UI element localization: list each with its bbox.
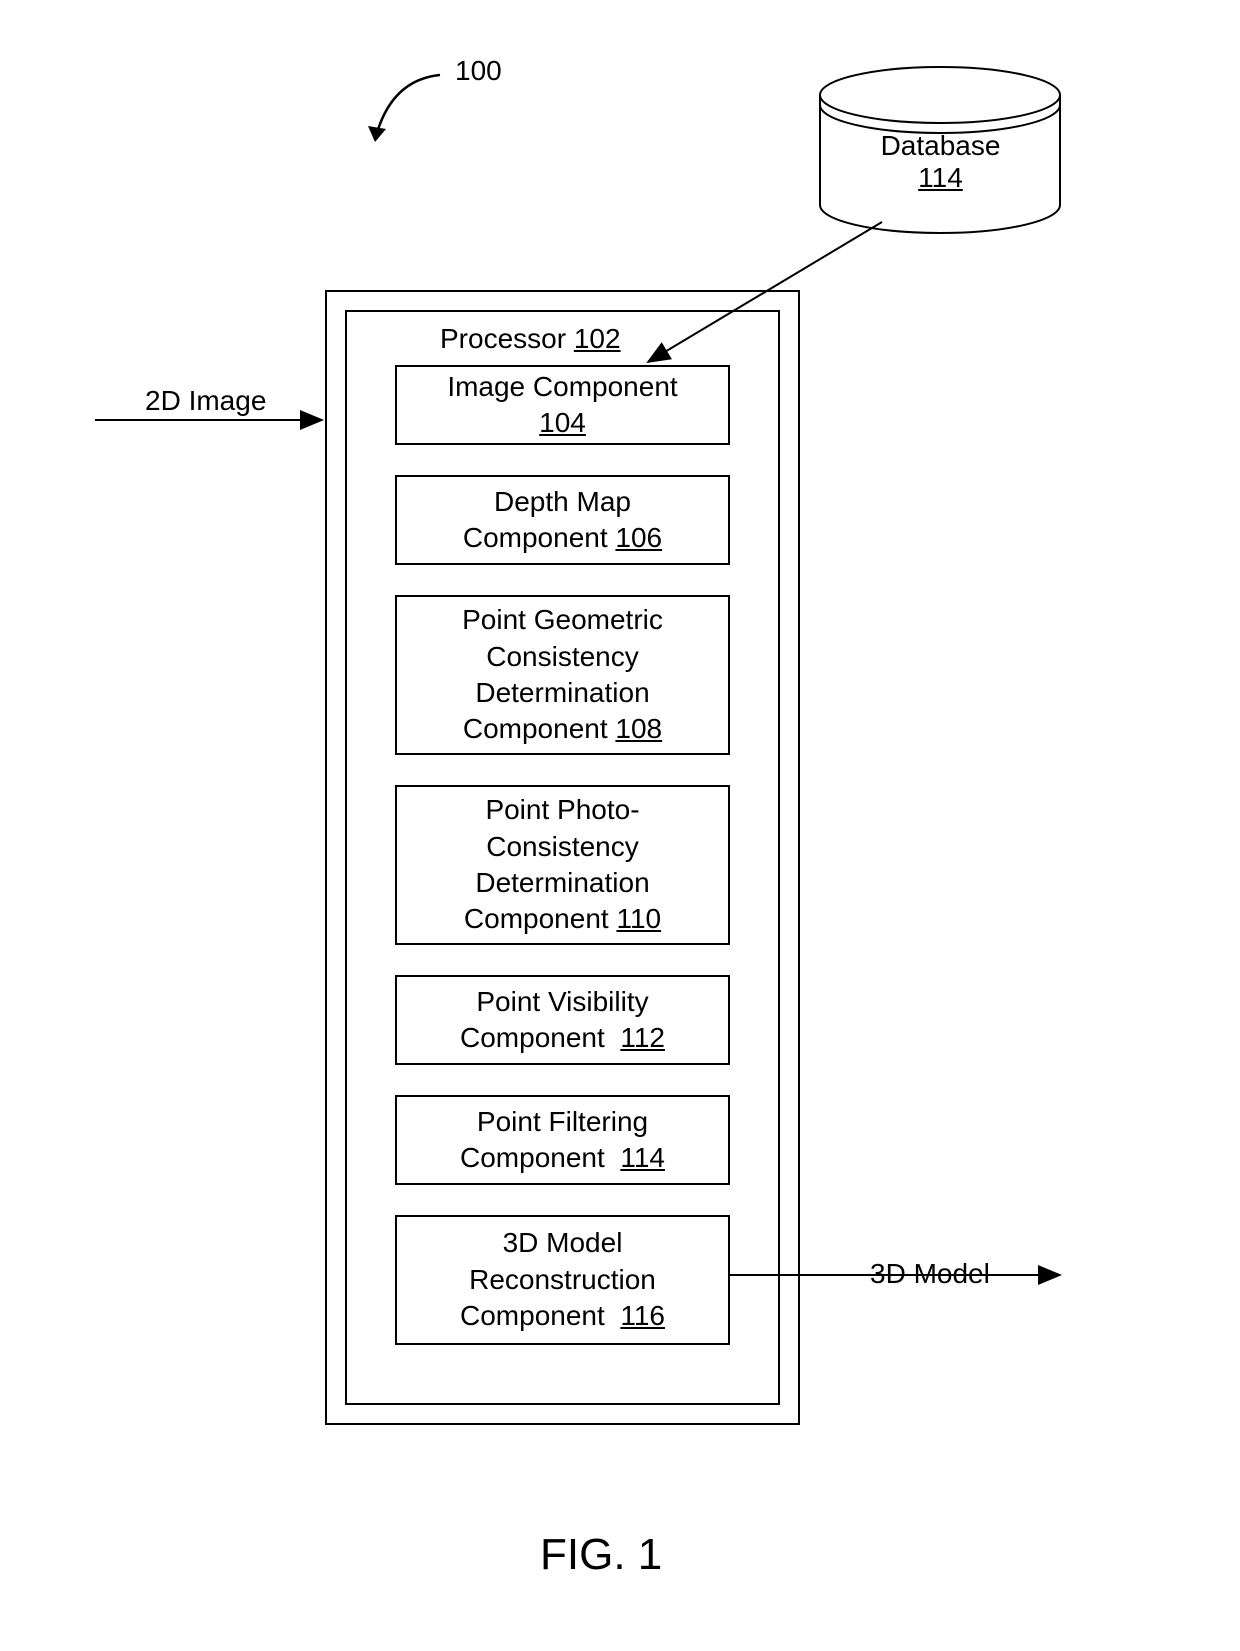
point-filtering-component-box: Point Filtering Component 114	[395, 1095, 730, 1185]
geometric-consistency-component-box: Point Geometric Consistency Determinatio…	[395, 595, 730, 755]
processor-label: Processor 102	[440, 323, 621, 355]
depth-map-component-box: Depth Map Component 106	[395, 475, 730, 565]
photo-consistency-component-box: Point Photo- Consistency Determination C…	[395, 785, 730, 945]
image-component-box: Image Component 104	[395, 365, 730, 445]
figure-ref-label: 100	[455, 55, 502, 87]
input-label: 2D Image	[145, 385, 266, 417]
curved-arrow-icon	[368, 75, 440, 142]
point-visibility-component-box: Point Visibility Component 112	[395, 975, 730, 1065]
database-label: Database 114	[878, 130, 1003, 194]
3d-model-reconstruction-component-box: 3D Model Reconstruction Component 116	[395, 1215, 730, 1345]
output-label: 3D Model	[870, 1258, 990, 1290]
figure-caption: FIG. 1	[540, 1530, 662, 1580]
